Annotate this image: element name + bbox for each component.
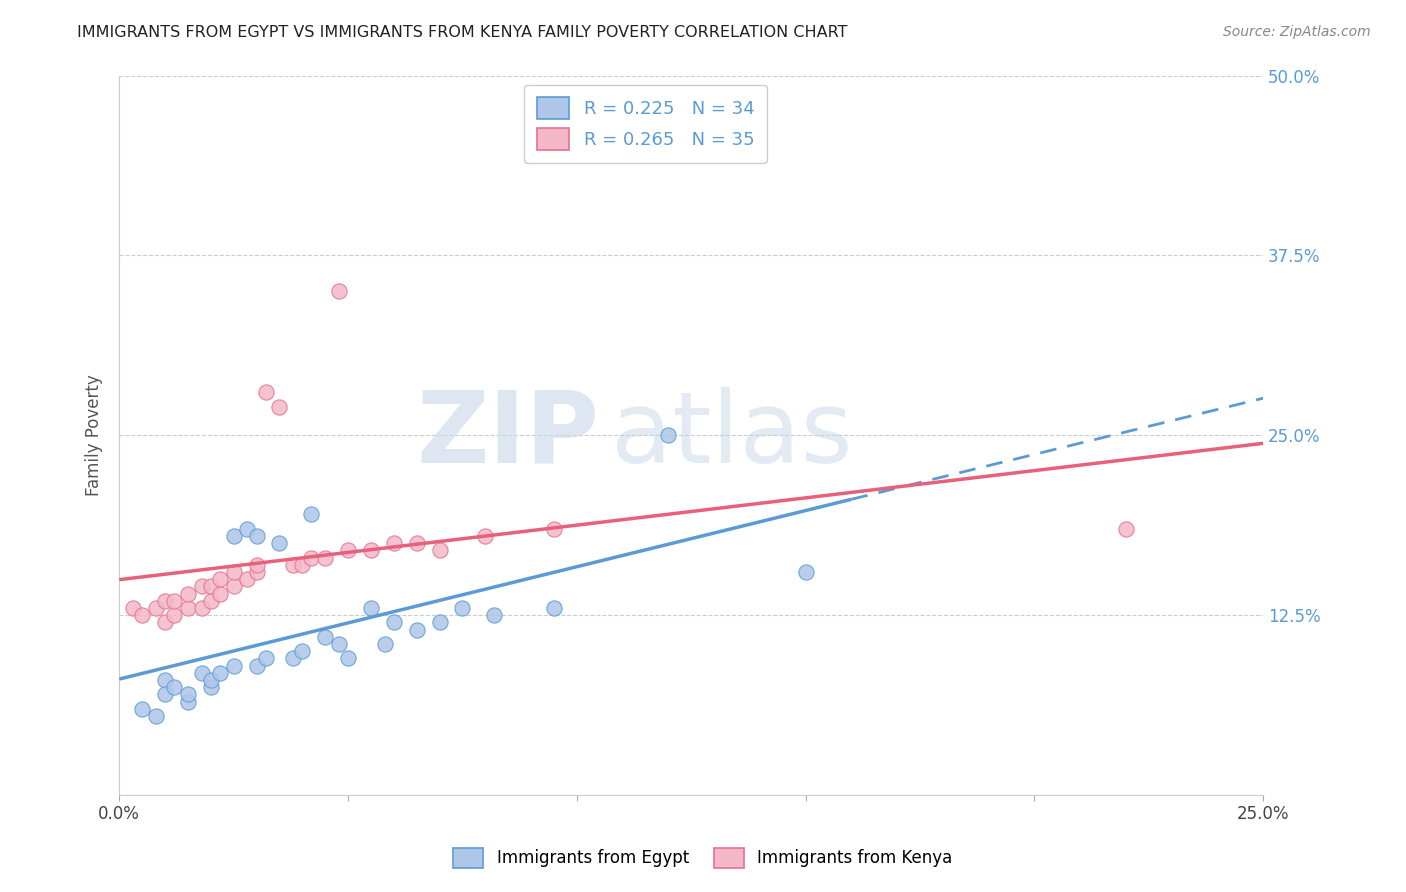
Point: [177, 586, 200, 600]
Point: [145, 601, 167, 615]
Point: [283, 558, 305, 572]
Text: IMMIGRANTS FROM EGYPT VS IMMIGRANTS FROM KENYA FAMILY POVERTY CORRELATION CHART: IMMIGRANTS FROM EGYPT VS IMMIGRANTS FROM…: [77, 25, 848, 40]
Point: [122, 601, 145, 615]
Point: [163, 608, 186, 623]
Point: [405, 536, 427, 550]
Point: [314, 630, 336, 644]
Point: [200, 680, 222, 694]
Point: [543, 522, 565, 536]
Point: [283, 651, 305, 665]
Point: [245, 558, 267, 572]
Point: [429, 615, 451, 630]
Point: [484, 608, 506, 623]
Point: [337, 543, 360, 558]
Legend: R = 0.225   N = 34, R = 0.265   N = 35: R = 0.225 N = 34, R = 0.265 N = 35: [524, 85, 766, 163]
Point: [236, 522, 259, 536]
Point: [222, 579, 245, 593]
Point: [451, 601, 474, 615]
Point: [474, 529, 496, 543]
Point: [405, 623, 427, 637]
Point: [328, 637, 350, 651]
Text: atlas: atlas: [612, 387, 853, 483]
Point: [222, 529, 245, 543]
Point: [177, 601, 200, 615]
Point: [190, 601, 212, 615]
Point: [163, 680, 186, 694]
Point: [245, 658, 267, 673]
Point: [382, 615, 405, 630]
Point: [1115, 522, 1137, 536]
Point: [254, 385, 277, 400]
Point: [236, 572, 259, 586]
Point: [794, 565, 817, 579]
Point: [222, 565, 245, 579]
Point: [145, 709, 167, 723]
Point: [269, 536, 291, 550]
Point: [543, 601, 565, 615]
Point: [429, 543, 451, 558]
Point: [301, 550, 323, 565]
Point: [245, 529, 267, 543]
Point: [222, 658, 245, 673]
Point: [153, 594, 176, 608]
Point: [314, 550, 336, 565]
Point: [291, 644, 314, 658]
Text: Source: ZipAtlas.com: Source: ZipAtlas.com: [1223, 25, 1371, 39]
Point: [301, 508, 323, 522]
Point: [360, 601, 382, 615]
Point: [657, 428, 679, 442]
Point: [177, 687, 200, 701]
Point: [153, 687, 176, 701]
Point: [328, 285, 350, 299]
Point: [360, 543, 382, 558]
Point: [200, 579, 222, 593]
Y-axis label: Family Poverty: Family Poverty: [86, 375, 103, 496]
Point: [177, 694, 200, 708]
Point: [190, 579, 212, 593]
Point: [269, 400, 291, 414]
Point: [374, 637, 396, 651]
Legend: Immigrants from Egypt, Immigrants from Kenya: Immigrants from Egypt, Immigrants from K…: [447, 841, 959, 875]
Point: [337, 651, 360, 665]
Point: [208, 572, 231, 586]
Point: [208, 665, 231, 680]
Point: [153, 615, 176, 630]
Point: [131, 608, 153, 623]
Point: [382, 536, 405, 550]
Point: [200, 673, 222, 687]
Point: [254, 651, 277, 665]
Point: [291, 558, 314, 572]
Point: [131, 702, 153, 716]
Point: [200, 594, 222, 608]
Point: [190, 665, 212, 680]
Text: ZIP: ZIP: [416, 387, 600, 483]
Point: [163, 594, 186, 608]
Point: [208, 586, 231, 600]
Point: [245, 565, 267, 579]
Point: [153, 673, 176, 687]
